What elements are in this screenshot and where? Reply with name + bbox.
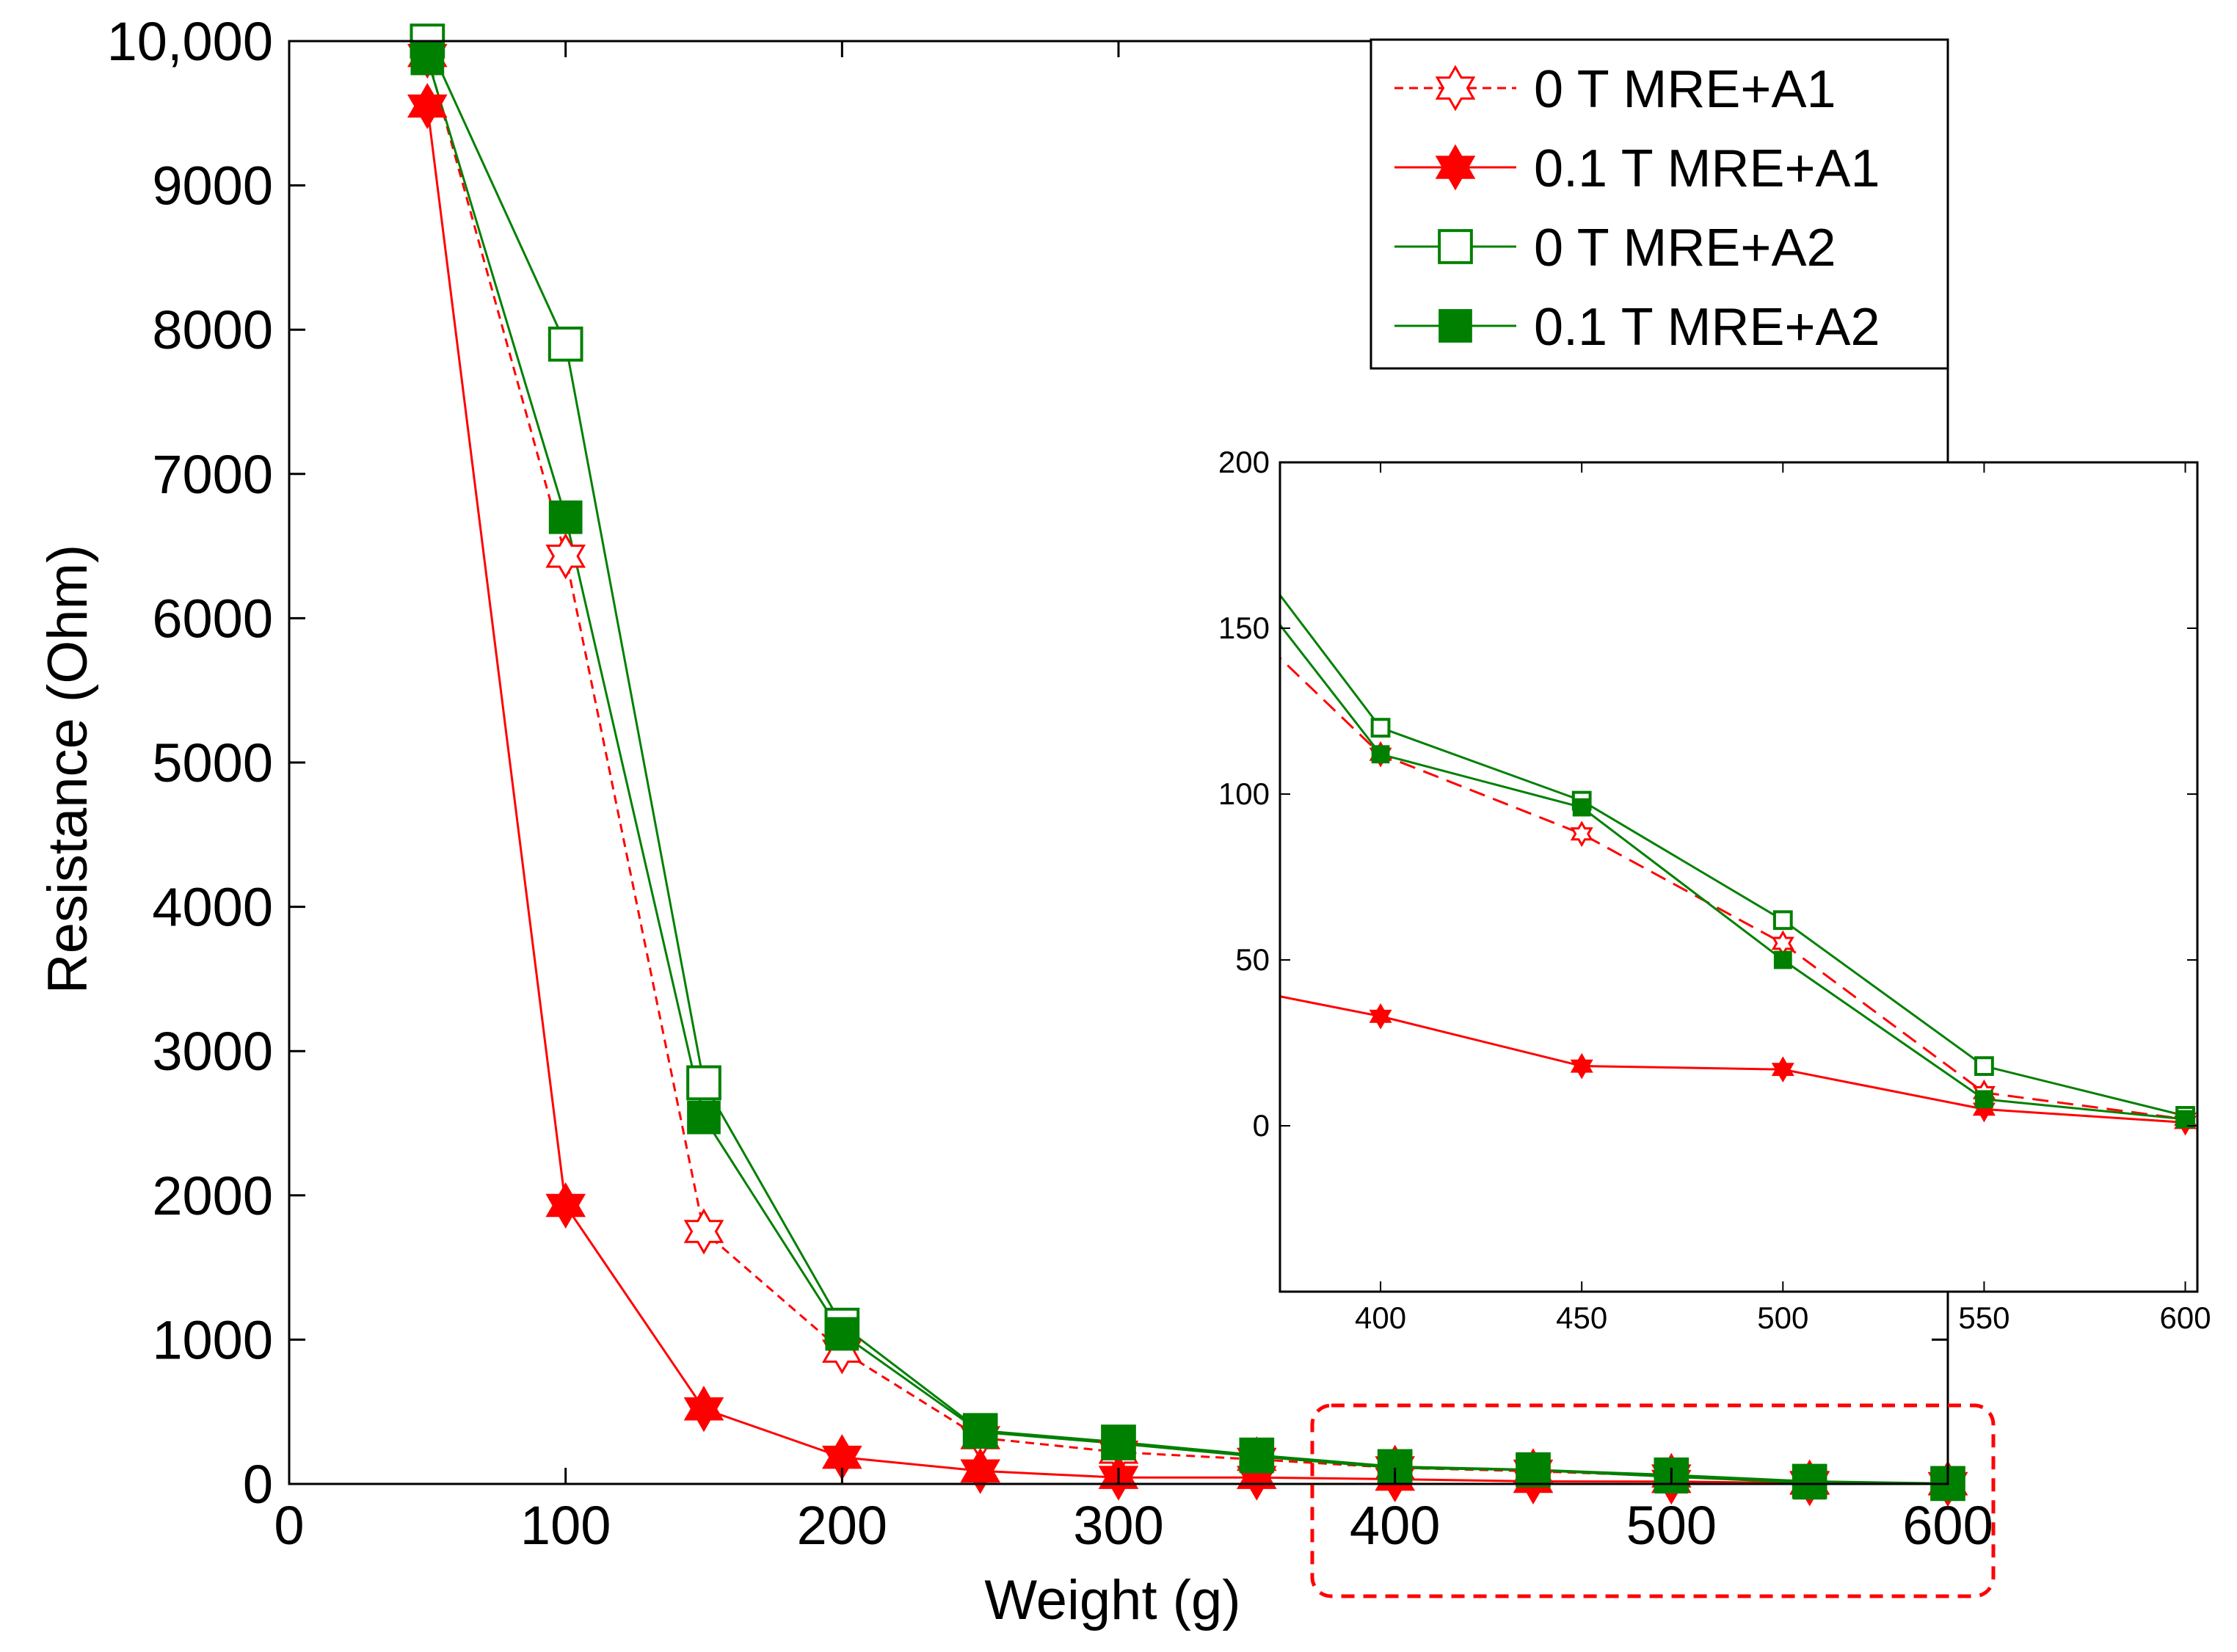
- data-point-0-1-t-mre-a2-200: [825, 1317, 859, 1351]
- data-point-0-1-t-mre-a1-150: [683, 1386, 724, 1433]
- data-point-0-1-t-mre-a2-350: [1240, 1439, 1274, 1474]
- x-tick-label: 500: [1757, 1300, 1808, 1335]
- data-point-0-1-t-mre-a1-350: [1236, 1454, 1277, 1501]
- y-tick-label: 1000: [152, 1309, 273, 1370]
- y-tick-label: 9000: [152, 156, 273, 216]
- inset-markers: [1369, 718, 2197, 1136]
- inset-lines: [1280, 593, 2186, 1124]
- legend-marker-0-1-t-mre-a2: [1438, 309, 1472, 343]
- x-tick-label: 100: [520, 1495, 611, 1556]
- x-tick-label: 450: [1556, 1300, 1607, 1335]
- inset-data-point-0-t-mre-a1-450: [1570, 820, 1593, 848]
- x-tick-label: 400: [1355, 1300, 1406, 1335]
- inset-series-line-0-t-mre-a2: [1280, 593, 2186, 1117]
- data-point-0-t-mre-a2-100: [548, 327, 583, 362]
- y-tick-label: 150: [1218, 611, 1270, 645]
- inset-frame: [1278, 461, 2199, 1293]
- data-point-0-t-mre-a1-200: [821, 1328, 862, 1375]
- main-x-tick-labels: 0 100 200 300 400 500 600: [274, 1495, 1993, 1556]
- y-tick-label: 6000: [152, 588, 273, 649]
- y-tick-label: 5000: [152, 732, 273, 793]
- y-tick-label: 0: [243, 1454, 273, 1515]
- inset-background: [1280, 462, 2197, 1292]
- series-line-0-t-mre-a2: [426, 40, 1949, 1485]
- inset-plot: 400 450 500 550 600 0 50 100 150 200: [1218, 445, 2211, 1335]
- zoom-region-highlight: [1310, 1403, 1996, 1598]
- legend: 0 T MRE+A1 0.1 T MRE+A1 0 T MRE+A2 0.1 T MR…: [1370, 38, 1949, 370]
- y-tick-label: 2000: [152, 1165, 273, 1226]
- data-point-0-1-t-mre-a2-150: [687, 1100, 721, 1135]
- y-tick-label: 50: [1235, 942, 1270, 977]
- legend-label-0-t-mre-a2: 0 T MRE+A2: [1534, 219, 1836, 277]
- y-tick-label: 10,000: [107, 11, 273, 72]
- main-lines: [426, 40, 1949, 1485]
- data-point-0-t-mre-a1-100: [545, 533, 586, 580]
- x-tick-label: 300: [1073, 1495, 1163, 1556]
- y-tick-label: 100: [1218, 776, 1270, 811]
- x-axis-title: Weight (g): [984, 1569, 1240, 1631]
- inset-data-point-0-1-t-mre-a1-550: [1972, 1096, 1996, 1123]
- data-point-0-1-t-mre-a2-450: [1516, 1453, 1550, 1487]
- inset-data-point-0-1-t-mre-a2-600: [2176, 1110, 2194, 1129]
- inset-x-tick-labels: 400 450 500 550 600: [1355, 1300, 2211, 1335]
- legend-marker-0-t-mre-a2: [1438, 229, 1473, 264]
- inset-data-point-0-t-mre-a2-400: [1370, 718, 1391, 738]
- data-point-0-1-t-mre-a2-50: [410, 41, 445, 76]
- data-point-0-1-t-mre-a1-250: [960, 1447, 1001, 1494]
- data-point-0-t-mre-a1-150: [683, 1208, 724, 1255]
- x-tick-label: 500: [1626, 1495, 1717, 1556]
- inset-data-point-0-t-mre-a2-500: [1772, 910, 1793, 931]
- x-tick-label: 600: [1902, 1495, 1993, 1556]
- y-tick-label: 0: [1253, 1108, 1270, 1143]
- data-point-0-1-t-mre-a2-250: [963, 1415, 997, 1449]
- series-line-0-1-t-mre-a1: [426, 106, 1949, 1485]
- x-tick-label: 600: [2160, 1300, 2211, 1335]
- data-point-0-t-mre-a2-150: [686, 1065, 721, 1101]
- legend-label-0-1-t-mre-a1: 0.1 T MRE+A1: [1534, 139, 1880, 198]
- inset-ticks: [1280, 462, 2197, 1292]
- inset-data-point-0-1-t-mre-a1-450: [1570, 1052, 1593, 1080]
- inset-series-line-0-t-mre-a1: [1280, 656, 2186, 1121]
- data-point-0-1-t-mre-a2-100: [548, 500, 583, 534]
- data-point-0-1-t-mre-a1-50: [407, 83, 448, 130]
- series-line-0-1-t-mre-a2: [426, 58, 1949, 1485]
- inset-data-point-0-1-t-mre-a2-450: [1572, 798, 1591, 817]
- inset-series-line-0-1-t-mre-a1: [1280, 995, 2186, 1124]
- inset-data-point-0-1-t-mre-a2-550: [1975, 1090, 1993, 1109]
- inset-series-line-0-1-t-mre-a2: [1280, 623, 2186, 1121]
- legend-marker-0-1-t-mre-a1: [1435, 144, 1476, 191]
- inset-data-point-0-1-t-mre-a1-500: [1771, 1056, 1794, 1082]
- legend-label-0-1-t-mre-a2: 0.1 T MRE+A2: [1534, 298, 1880, 357]
- data-point-0-1-t-mre-a1-100: [545, 1182, 586, 1229]
- inset-data-point-0-t-mre-a2-550: [1974, 1056, 1994, 1077]
- y-tick-label: 200: [1218, 445, 1270, 479]
- data-point-0-1-t-mre-a2-550: [1792, 1466, 1827, 1500]
- x-tick-label: 200: [797, 1495, 887, 1556]
- main-plot: 0 100 200 300 400 500 600 01000200030004000500…: [37, 11, 1996, 1631]
- legend-label-0-t-mre-a1: 0 T MRE+A1: [1534, 60, 1836, 119]
- y-tick-label: 3000: [152, 1021, 273, 1082]
- y-tick-label: 8000: [152, 299, 273, 360]
- data-point-0-1-t-mre-a2-300: [1102, 1427, 1135, 1460]
- legend-marker-0-t-mre-a1: [1435, 65, 1476, 112]
- main-y-tick-labels: 0 1000 2000 3000 4000 5000 6000 7000 8000 9000 10,…: [107, 11, 273, 1515]
- inset-y-tick-labels: 0 50 100 150 200: [1218, 445, 1270, 1143]
- x-tick-label: 0: [274, 1495, 304, 1556]
- inset-data-point-0-1-t-mre-a2-500: [1773, 950, 1792, 969]
- y-axis-title: Resistance (Ohm): [37, 545, 99, 994]
- y-tick-label: 4000: [152, 877, 273, 938]
- x-tick-label: 550: [1958, 1300, 2009, 1335]
- x-tick-label: 400: [1350, 1495, 1440, 1556]
- inset-data-point-0-1-t-mre-a2-400: [1371, 745, 1390, 764]
- y-tick-label: 7000: [152, 444, 273, 505]
- inset-data-point-0-1-t-mre-a1-400: [1369, 1003, 1392, 1030]
- series-line-0-t-mre-a1: [426, 55, 1949, 1485]
